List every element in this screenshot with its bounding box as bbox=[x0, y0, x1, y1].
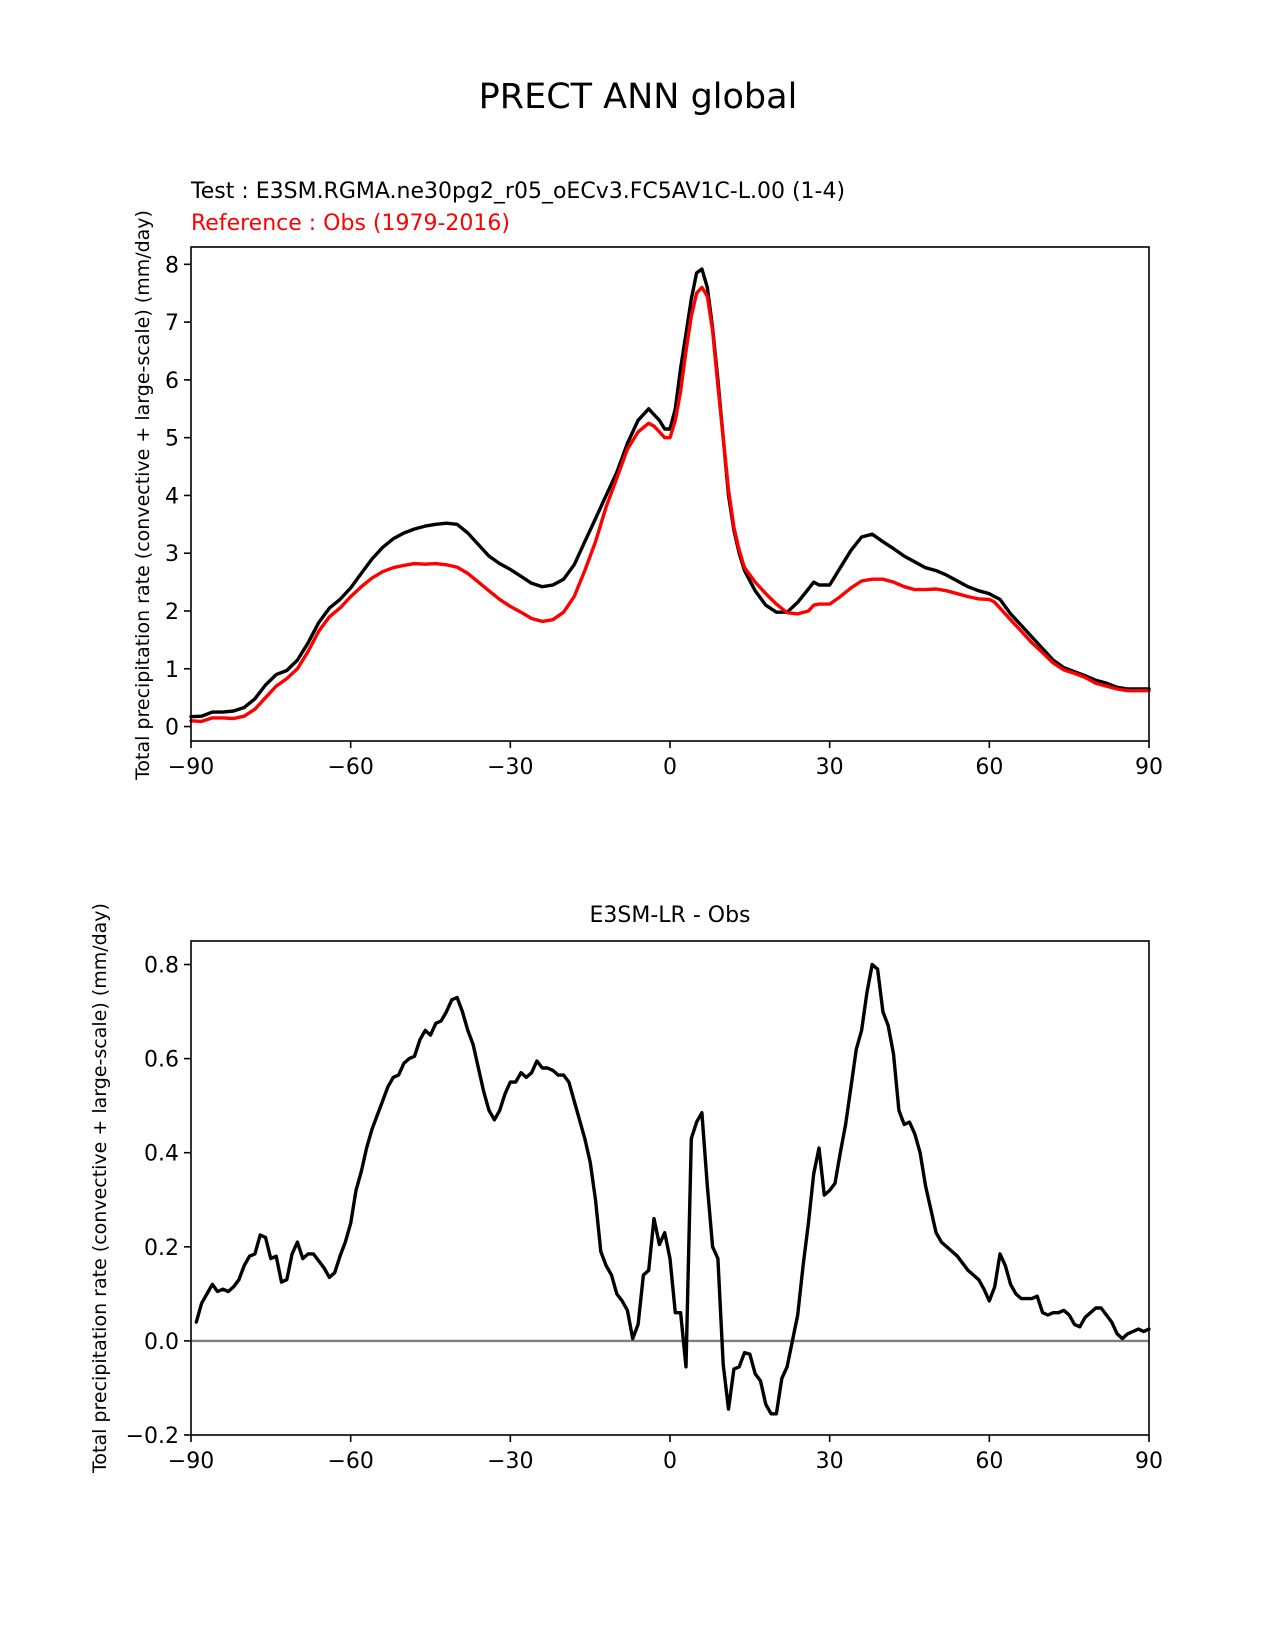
bottom-x-tick-label: 60 bbox=[975, 1449, 1003, 1474]
top-plot-area: −90 −60 −30 0 30 60 90 0 1 2 3 4 5 6 7 8 bbox=[165, 246, 1163, 780]
top-y-tick-label: 1 bbox=[165, 658, 179, 683]
bottom-y-tick-label: 0.8 bbox=[144, 954, 179, 979]
top-y-tick-label: 2 bbox=[165, 600, 179, 625]
top-y-tick-label: 6 bbox=[165, 369, 179, 394]
top-series-line-reference bbox=[189, 285, 1151, 724]
bottom-x-tick-label: −90 bbox=[168, 1449, 214, 1474]
top-x-tick-label: −30 bbox=[487, 755, 533, 780]
bottom-y-axis-label: Total precipitation rate (convective + l… bbox=[89, 903, 111, 1474]
bottom-x-tick-label: −30 bbox=[487, 1449, 533, 1474]
top-y-axis-label: Total precipitation rate (convective + l… bbox=[132, 210, 154, 781]
bottom-x-tick-label: 30 bbox=[816, 1449, 844, 1474]
top-y-tick-label: 7 bbox=[165, 311, 179, 336]
top-y-tick-label: 8 bbox=[165, 253, 179, 278]
top-x-tick-label: −60 bbox=[327, 755, 373, 780]
top-x-tick-label: −90 bbox=[168, 755, 214, 780]
bottom-y-tick-label: 0.6 bbox=[144, 1048, 179, 1073]
bottom-y-tick-label: 0.0 bbox=[144, 1330, 179, 1355]
top-series-line-test bbox=[189, 267, 1151, 719]
bottom-plot-area: −90 −60 −30 0 30 60 90 −0.2 0.0 0.2 0.4 0.6 0.8 bbox=[126, 940, 1163, 1474]
bottom-series-line-e3sm-lr-obs bbox=[194, 962, 1151, 1416]
top-x-tick-label: 0 bbox=[663, 755, 677, 780]
test-title: Test : E3SM.RGMA.ne30pg2_r05_oECv3.FC5AV… bbox=[190, 179, 845, 204]
bottom-x-tick-label: 90 bbox=[1135, 1449, 1163, 1474]
top-x-tick-label: 30 bbox=[816, 755, 844, 780]
top-x-tick-label: 60 bbox=[975, 755, 1003, 780]
reference-title: Reference : Obs (1979-2016) bbox=[191, 211, 510, 236]
figure-suptitle: PRECT ANN global bbox=[479, 77, 798, 117]
top-chart: Test : E3SM.RGMA.ne30pg2_r05_oECv3.FC5AV… bbox=[132, 179, 1163, 781]
bottom-title: E3SM-LR - Obs bbox=[590, 903, 751, 928]
top-y-tick-label: 3 bbox=[165, 542, 179, 567]
top-y-tick-label: 5 bbox=[165, 427, 179, 452]
bottom-y-tick-label: 0.2 bbox=[144, 1236, 179, 1261]
top-y-tick-label: 0 bbox=[165, 716, 179, 741]
bottom-x-tick-label: −60 bbox=[327, 1449, 373, 1474]
bottom-y-tick-label: −0.2 bbox=[126, 1424, 179, 1449]
bottom-y-tick-label: 0.4 bbox=[144, 1142, 179, 1167]
top-y-tick-label: 4 bbox=[165, 484, 179, 509]
top-x-tick-label: 90 bbox=[1135, 755, 1163, 780]
bottom-x-tick-label: 0 bbox=[663, 1449, 677, 1474]
bottom-chart: E3SM-LR - Obs Total precipitation rate (… bbox=[89, 903, 1163, 1474]
